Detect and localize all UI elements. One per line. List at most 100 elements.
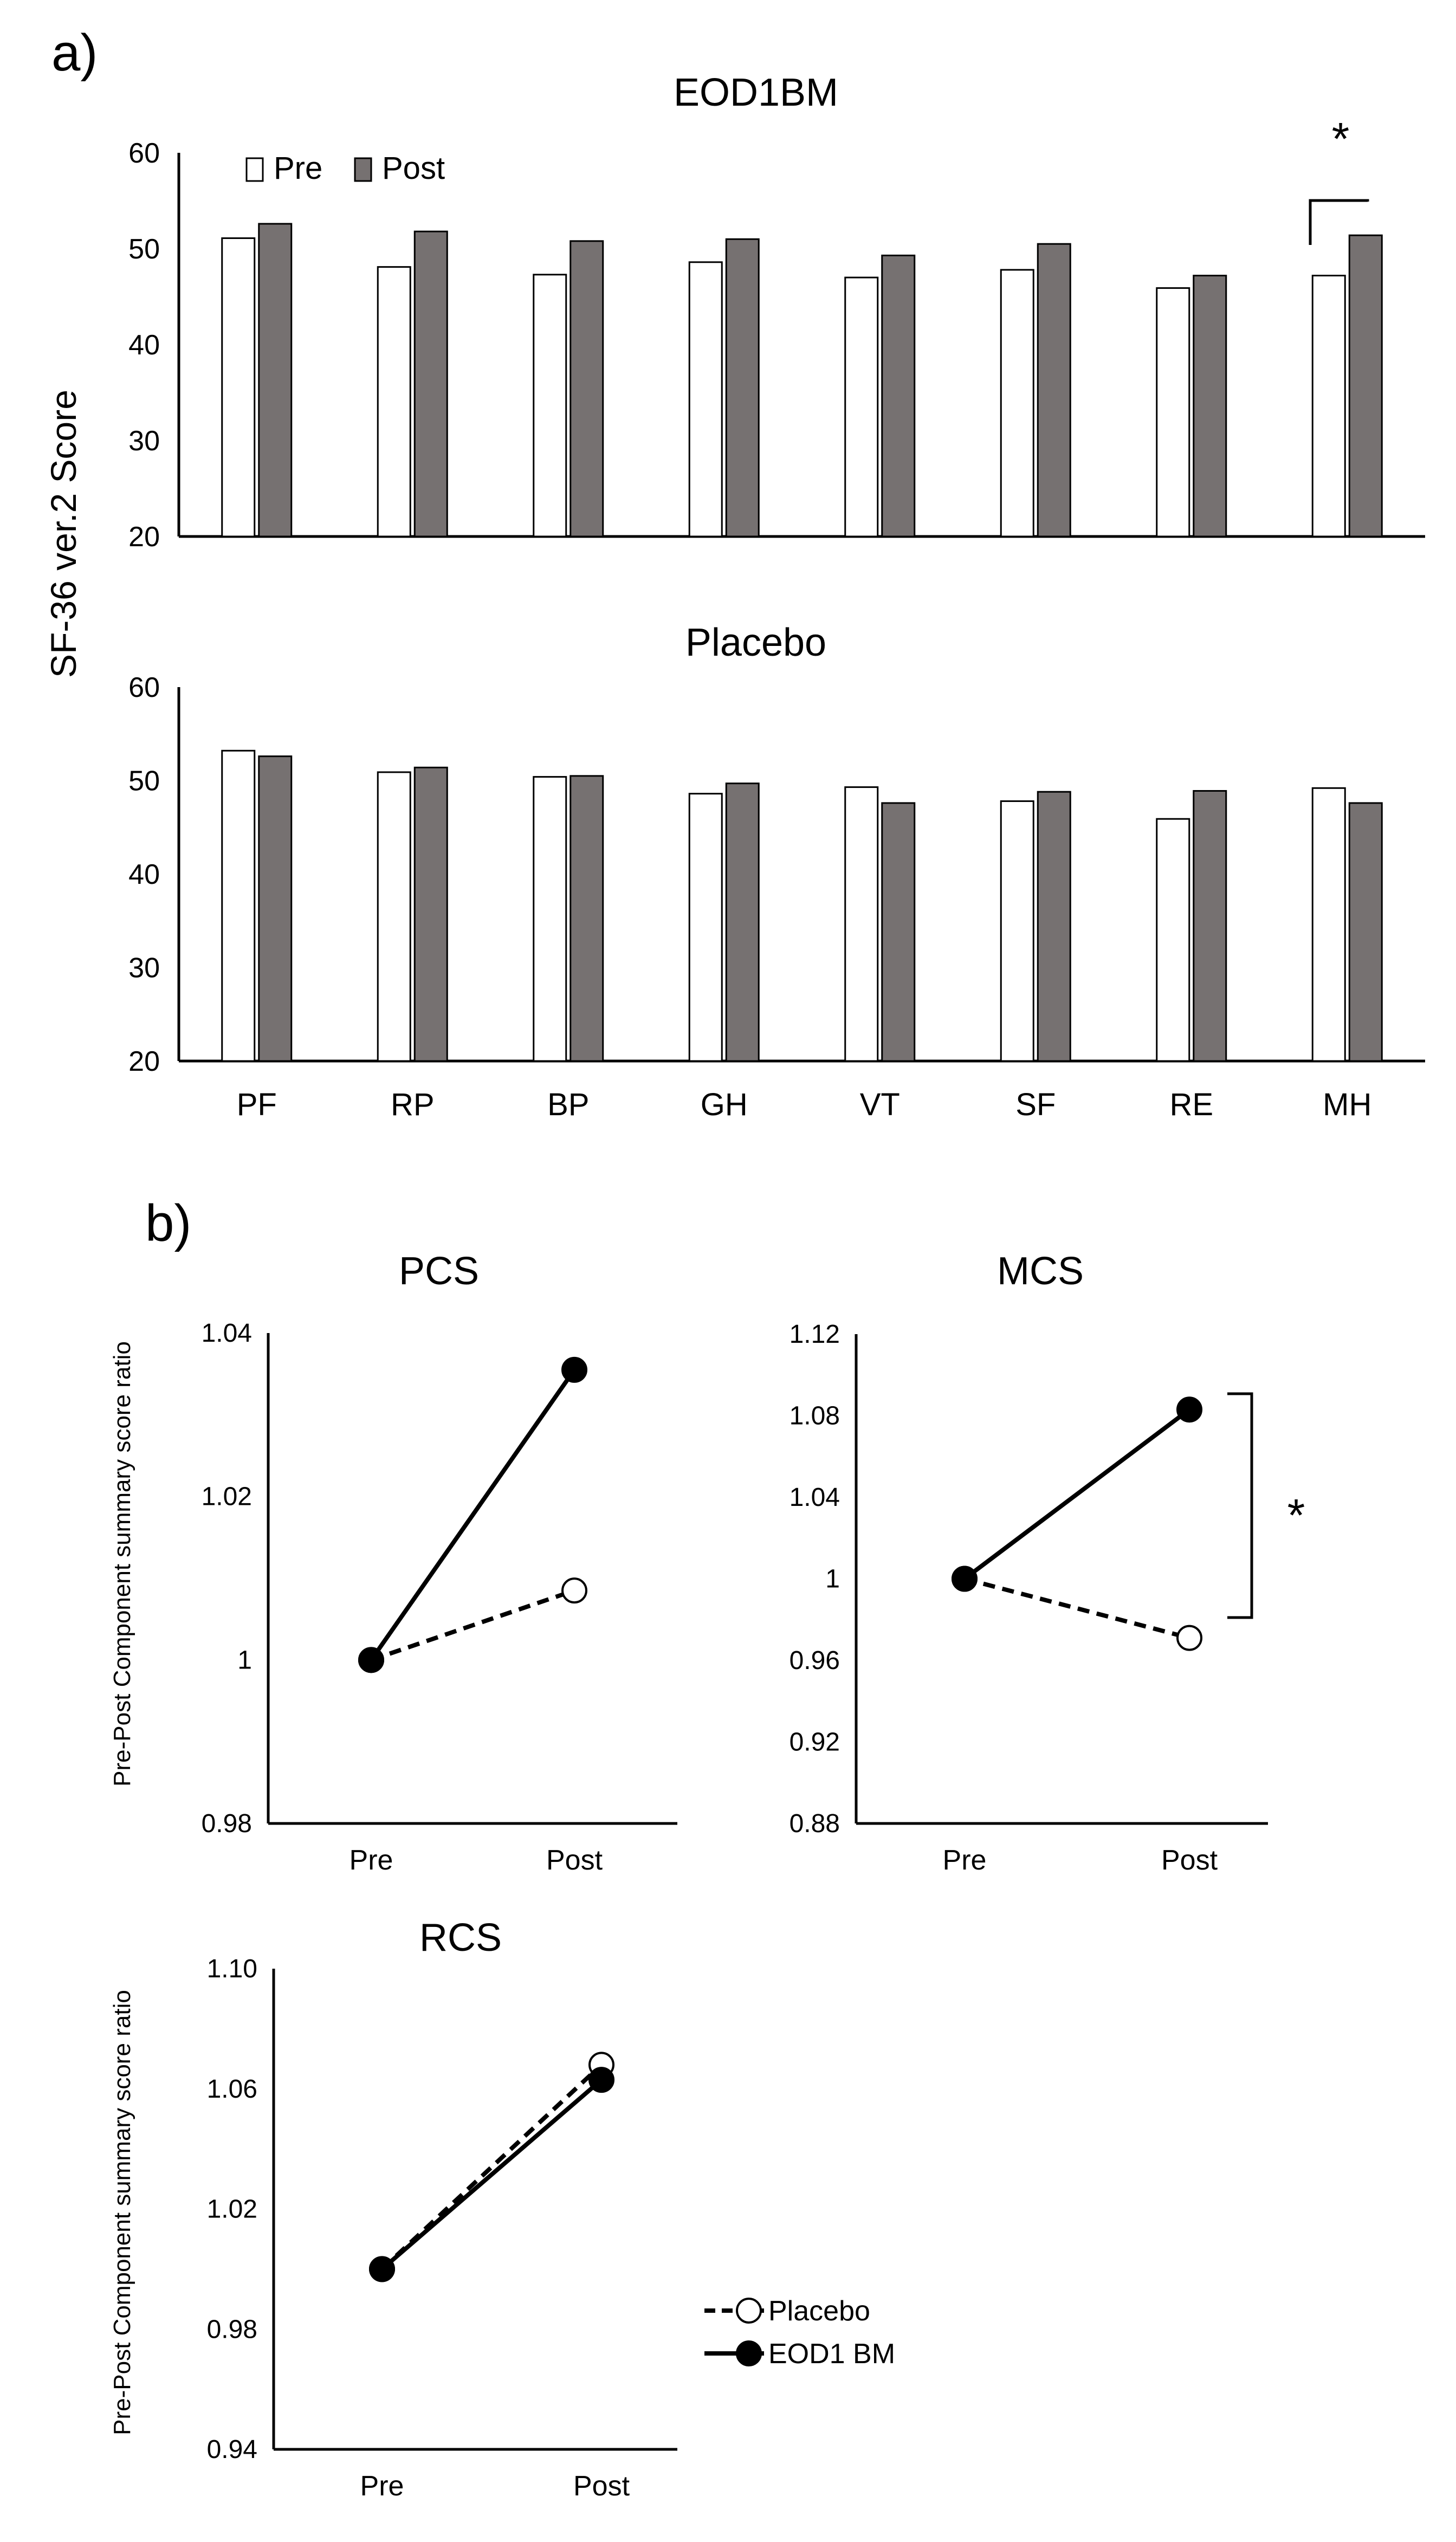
- placebo-series-line: [963, 1576, 1190, 1640]
- x-tick-label: GH: [701, 1087, 748, 1122]
- placebo-point-post: [1176, 1625, 1202, 1651]
- x-tick-label: MH: [1323, 1087, 1371, 1122]
- bar-pre-rp: [377, 266, 411, 538]
- y-tick-label: 0.96: [790, 1646, 840, 1675]
- placebo-series-line: [370, 1588, 575, 1663]
- chart-title-rcs: RCS: [419, 1916, 502, 1959]
- y-tick-label: 1.02: [207, 2195, 257, 2224]
- placebo-bar-chart: Placebo 20 30 40 50 60 PF RP BP GH VT SF RE MH: [128, 621, 1425, 1122]
- bar-post-sf: [1037, 791, 1071, 1062]
- y-tick-label: 0.94: [207, 2435, 257, 2464]
- panel-b-label: b): [145, 1194, 191, 1252]
- y-tick-label: 60: [128, 672, 160, 703]
- chart-title-mcs: MCS: [997, 1250, 1084, 1293]
- bar-pre-vt: [844, 786, 879, 1062]
- y-tick-label: 0.92: [790, 1728, 840, 1757]
- legend-post-label: Post: [382, 151, 445, 186]
- bar-post-mh: [1348, 802, 1383, 1062]
- y-tick-label: 1: [825, 1565, 840, 1594]
- placebo-point-post: [561, 1577, 587, 1604]
- panel-a-label: a): [51, 24, 98, 82]
- bar-pre-pf: [221, 749, 256, 1062]
- y-axis-label-b-top: Pre-Post Component summary score ratio: [109, 1341, 135, 1787]
- y-tick-label: 30: [128, 425, 160, 457]
- y-tick-label: 0.88: [790, 1809, 840, 1838]
- eod1bm-point-pre: [952, 1566, 978, 1592]
- bar-pre-rp: [377, 771, 411, 1062]
- legend-pre-label: Pre: [274, 151, 322, 186]
- y-tick-label: 0.98: [202, 1809, 252, 1838]
- y-tick-label: 1.06: [207, 2075, 257, 2104]
- pcs-line-chart: PCS 0.98 1 1.02 1.04 Pre Post: [202, 1250, 677, 1876]
- eod1bm-series-line: [369, 1368, 577, 1661]
- x-tick-label: PF: [237, 1087, 277, 1122]
- eod1bm-point-post: [561, 1356, 587, 1383]
- legend-b: Placebo EOD1 BM: [704, 2295, 895, 2370]
- y-tick-label: 1.04: [202, 1319, 252, 1348]
- bar-pre-mh: [1311, 787, 1346, 1062]
- y-tick-label: 40: [128, 859, 160, 890]
- significance-star-mh: *: [1332, 113, 1350, 164]
- bar-post-rp: [413, 766, 448, 1062]
- eod1bm-point-post: [1176, 1396, 1202, 1423]
- y-axis-label-b-bottom: Pre-Post Component summary score ratio: [109, 1990, 135, 2435]
- bar-pre-gh: [688, 793, 723, 1062]
- bar-pre-sf: [1000, 269, 1034, 538]
- bar-post-gh: [725, 238, 760, 538]
- bar-post-re: [1193, 790, 1227, 1062]
- y-tick-label: 0.98: [207, 2315, 257, 2344]
- bar-pre-re: [1156, 287, 1190, 538]
- significance-star-mcs: *: [1287, 1490, 1305, 1541]
- bar-pre-mh: [1311, 275, 1346, 538]
- x-tick-label: Pre: [350, 1845, 393, 1876]
- x-tick-label: BP: [547, 1087, 589, 1122]
- bar-post-sf: [1037, 243, 1071, 538]
- y-tick-label: 50: [128, 234, 160, 265]
- y-tick-label: 1.02: [202, 1483, 252, 1511]
- y-tick-label: 40: [128, 329, 160, 361]
- bar-pre-sf: [1000, 800, 1034, 1062]
- bar-pre-bp: [533, 274, 567, 538]
- eod1bm-series-line: [380, 2078, 603, 2271]
- x-tick-label: RP: [391, 1087, 435, 1122]
- bracket-line: [1309, 199, 1369, 245]
- significance-bracket-mh: *: [1309, 113, 1369, 245]
- bar-post-pf: [258, 223, 293, 538]
- x-tick-label: RE: [1169, 1087, 1213, 1122]
- bar-pre-gh: [688, 261, 723, 538]
- bar-post-bp: [570, 240, 604, 538]
- rcs-line-chart: RCS 0.94 0.98 1.02 1.06 1.10 Pre Post: [207, 1916, 677, 2502]
- bar-post-pf: [258, 755, 293, 1062]
- y-tick-label: 30: [128, 953, 160, 984]
- mcs-bracket-line: [1227, 1392, 1253, 1619]
- eod1bm-point-post: [588, 2067, 614, 2093]
- y-tick-label: 60: [128, 138, 160, 169]
- x-tick-label: VT: [860, 1087, 900, 1122]
- legend-post-swatch: [354, 157, 372, 182]
- eod1bm-point-pre: [369, 2256, 395, 2282]
- x-tick-label: Post: [546, 1845, 603, 1876]
- chart-title-pcs: PCS: [399, 1250, 479, 1293]
- bar-pre-vt: [844, 276, 879, 538]
- legend-eod1bm-marker: [736, 2340, 762, 2366]
- y-tick-label: 50: [128, 766, 160, 797]
- x-tick-label: Post: [1161, 1845, 1218, 1876]
- y-tick-label: 1.12: [790, 1320, 840, 1349]
- bar-post-bp: [570, 775, 604, 1062]
- bar-pre-pf: [221, 237, 256, 538]
- y-tick-label: 20: [128, 1046, 160, 1077]
- legend-a: Pre Post: [245, 151, 445, 186]
- chart-title-eod1bm: EOD1BM: [674, 71, 838, 114]
- bar-post-mh: [1348, 234, 1383, 538]
- eod1bm-series-line: [963, 1408, 1191, 1581]
- bar-post-gh: [725, 782, 760, 1062]
- bar-post-vt: [881, 254, 916, 538]
- bar-post-re: [1193, 275, 1227, 538]
- x-tick-label: Pre: [943, 1845, 987, 1876]
- y-tick-label: 1.04: [790, 1483, 840, 1512]
- x-tick-label: Pre: [360, 2470, 404, 2502]
- significance-bracket-mcs: *: [1227, 1392, 1305, 1619]
- eod1bm-bar-chart: EOD1BM Pre Post * 20 30 40 50 60: [128, 71, 1425, 553]
- bar-post-rp: [413, 230, 448, 538]
